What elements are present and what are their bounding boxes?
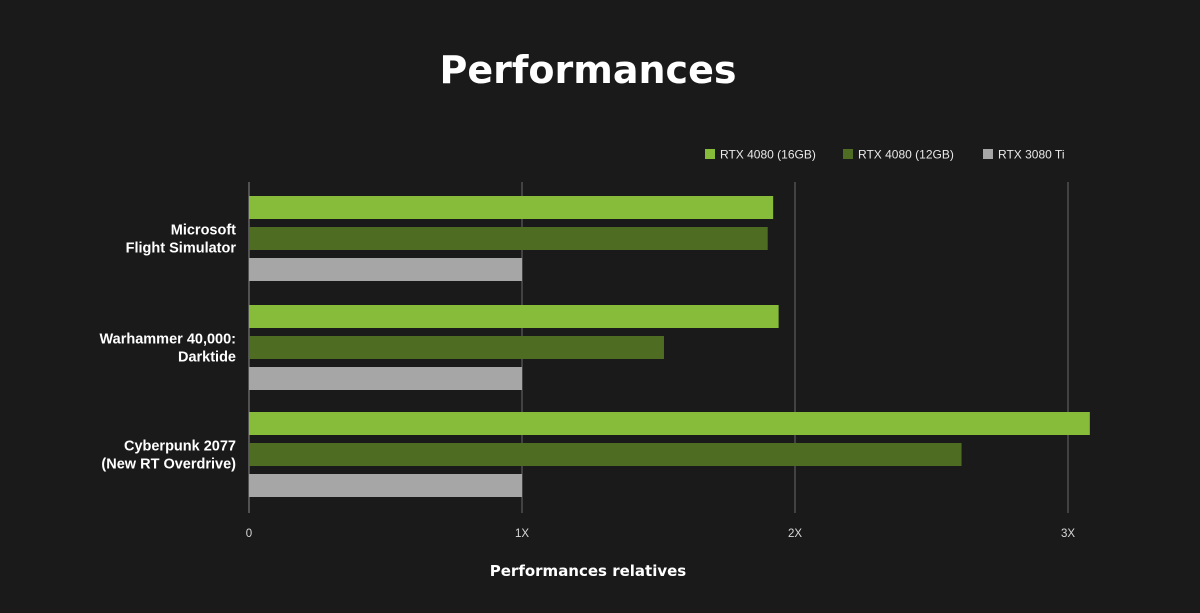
x-axis-title: Performances relatives: [490, 562, 687, 580]
legend-swatch: [983, 149, 993, 159]
category-label: Warhammer 40,000: Darktide: [100, 332, 236, 366]
bar-3-series-1: [249, 412, 1090, 435]
category-label: Microsoft Flight Simulator: [126, 223, 237, 257]
bar-1-series-3: [249, 258, 522, 281]
bar-2-series-1: [249, 305, 779, 328]
legend-swatch: [705, 149, 715, 159]
bar-3-series-3: [249, 474, 522, 497]
legend-swatch: [843, 149, 853, 159]
bar-1-series-2: [249, 227, 768, 250]
category-label: Cyberpunk 2077 (New RT Overdrive): [101, 439, 236, 473]
x-tick-labels: 0 1X 2X 3X: [246, 528, 1076, 540]
bar-1-series-1: [249, 196, 774, 219]
legend-label: RTX 4080 (12GB): [858, 148, 954, 162]
legend: RTX 4080 (16GB) RTX 4080 (12GB) RTX 3080 T…: [705, 148, 1064, 162]
category-label-line: Warhammer 40,000:: [100, 332, 236, 348]
x-tick-label: 3X: [1061, 528, 1075, 540]
bar-2-series-2: [249, 336, 664, 359]
category-label-line: Cyberpunk 2077: [124, 439, 236, 455]
bar-3-series-2: [249, 443, 962, 466]
x-tick-label: 1X: [515, 528, 529, 540]
legend-label: RTX 4080 (16GB): [720, 148, 816, 162]
chart-title: Performances: [440, 48, 737, 92]
category-label-line: Flight Simulator: [126, 241, 237, 257]
category-label-line: (New RT Overdrive): [101, 457, 236, 473]
category-labels: Microsoft Flight Simulator Warhammer 40,00…: [100, 223, 237, 473]
bars: [249, 196, 1090, 497]
x-tick-label: 0: [246, 528, 252, 540]
x-tick-label: 2X: [788, 528, 802, 540]
category-label-line: Microsoft: [171, 223, 236, 239]
category-label-line: Darktide: [178, 350, 236, 366]
bar-2-series-3: [249, 367, 522, 390]
legend-label: RTX 3080 Ti: [998, 148, 1064, 162]
